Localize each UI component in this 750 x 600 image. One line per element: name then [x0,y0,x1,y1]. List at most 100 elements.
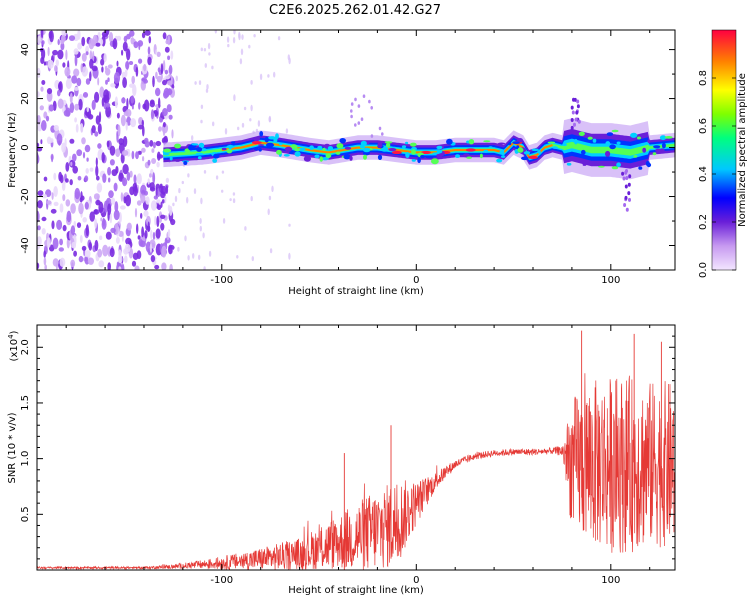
noise-blob [69,138,75,144]
ridge-blob [278,142,283,146]
noise-blob [110,227,116,234]
ridge-blob [276,149,282,155]
noise-blob [68,35,76,41]
noise-blob [131,260,137,267]
snr-multiplier-base: (x10 [9,339,20,362]
ridge-blob [303,155,311,162]
noise-blob [76,222,82,229]
noise-blob [73,68,80,77]
noise-blob [168,114,173,120]
noise-blob [129,170,133,178]
noise-blob [149,100,155,108]
noise-speck [172,202,175,207]
noise-speck [238,31,241,39]
streak-blob [368,99,371,104]
noise-blob [129,83,135,88]
noise-blob [164,69,169,75]
snr-xtick-label: 0 [413,575,419,586]
noise-blob [113,71,121,84]
noise-blob [120,192,124,202]
noise-blob [85,168,89,174]
noise-blob [121,49,124,56]
noise-blob [164,195,167,204]
noise-blob [62,194,66,202]
noise-blob [40,30,44,39]
noise-blob [161,245,167,258]
noise-speck [250,196,253,202]
noise-blob [49,138,54,143]
noise-blob [114,96,118,109]
noise-blob [137,150,142,155]
ridge-blob [523,151,531,155]
noise-blob [37,35,41,45]
ridge-blob [259,131,264,137]
noise-blob [118,230,124,237]
noise-blob [79,235,83,243]
noise-blob [64,66,71,77]
ridge-blob [266,142,274,148]
noise-blob [77,175,82,181]
noise-blob [85,45,89,54]
noise-speck [187,254,190,261]
noise-speck [221,189,224,193]
noise-speck [212,121,215,127]
noise-speck [192,253,195,259]
noise-blob [140,212,143,219]
ridge-blob [598,165,605,168]
noise-blob [105,231,112,240]
noise-blob [109,247,115,258]
noise-blob [122,164,129,175]
noise-blob [149,242,152,253]
noise-blob [87,114,94,120]
noise-speck [208,250,212,257]
noise-blob [74,103,80,111]
noise-blob [114,201,119,213]
noise-speck [193,188,197,195]
noise-blob [155,140,162,147]
noise-speck [203,48,207,52]
noise-blob [85,78,91,85]
noise-blob [41,80,46,85]
noise-blob [150,255,156,263]
ridge-blob [655,148,663,153]
streak-blob [573,122,576,127]
noise-speck [229,198,232,202]
ridge-blob [360,140,367,147]
noise-blob [48,104,54,112]
streak-blob [627,182,631,187]
noise-blob [138,239,144,247]
ridge-blob [466,156,472,159]
noise-blob [105,200,110,205]
noise-blob [74,187,81,200]
ridge-blob [188,144,194,151]
noise-blob [148,36,152,44]
noise-blob [40,56,45,64]
noise-blob [71,75,78,84]
streak-blob [381,132,384,136]
noise-blob [37,67,41,78]
colorbar-tick-label: 0.8 [698,70,709,86]
noise-blob [89,58,94,69]
noise-speck [236,254,239,259]
noise-blob [82,151,86,159]
noise-blob [77,30,81,40]
noise-speck [211,65,214,70]
noise-blob [43,176,48,182]
noise-blob [140,192,146,204]
noise-blob [155,186,158,199]
noise-blob [94,239,99,252]
noise-speck [288,252,291,260]
noise-blob [50,208,57,214]
noise-blob [166,88,173,96]
noise-blob [69,92,73,104]
ridge-blob [327,146,334,151]
noise-blob [37,124,42,132]
noise-blob [37,190,44,197]
noise-blob [41,216,47,222]
noise-blob [56,219,63,230]
noise-blob [126,222,132,231]
noise-speck [227,43,230,48]
noise-blob [65,162,70,172]
noise-blob [101,97,105,107]
ridge-blob [201,148,207,152]
